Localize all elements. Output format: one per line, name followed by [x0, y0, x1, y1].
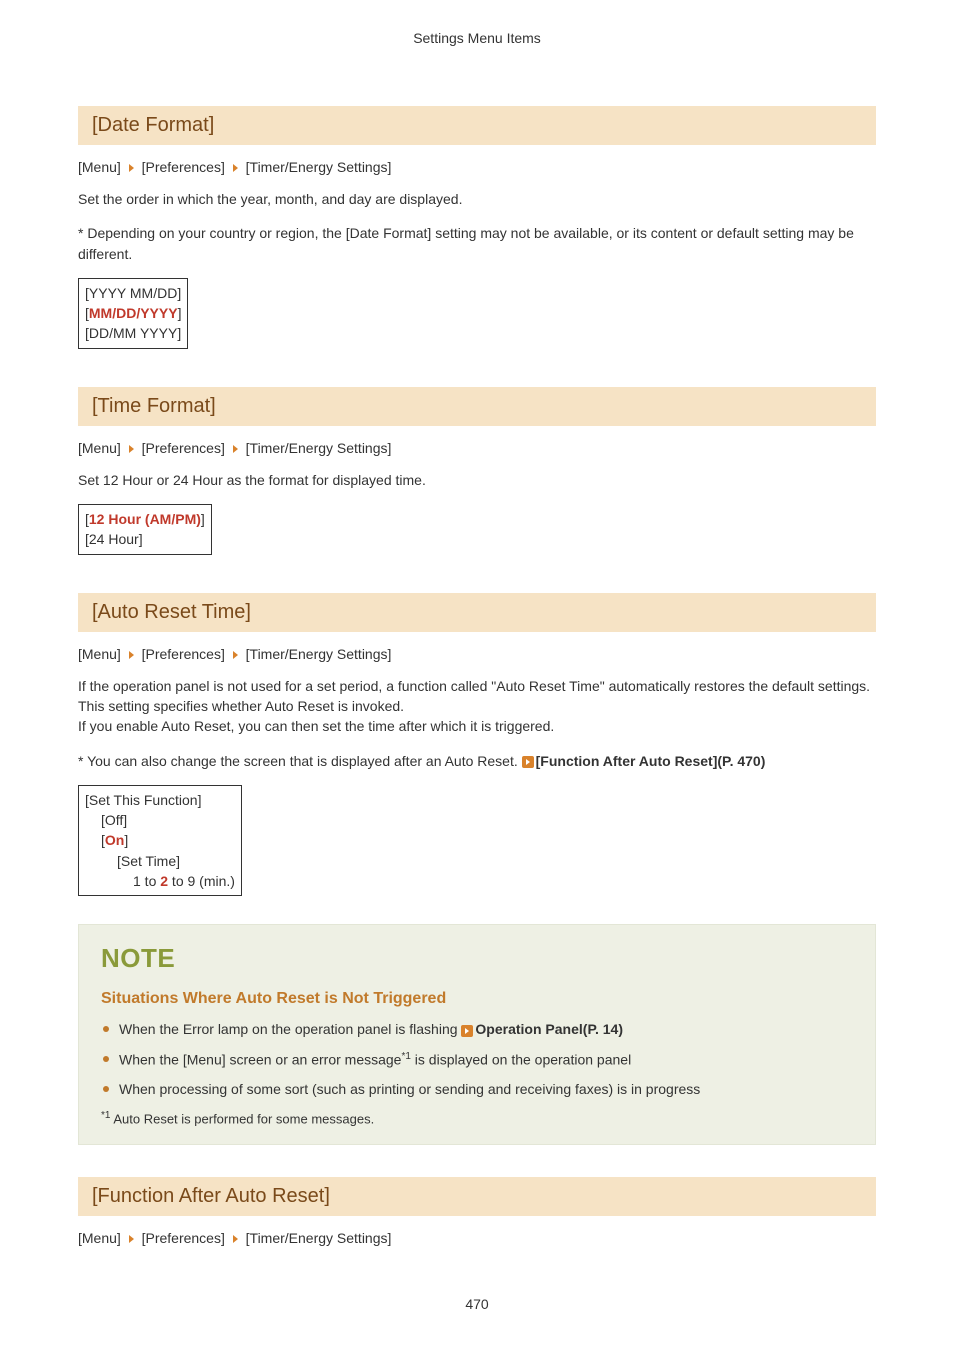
- option: [24 Hour]: [85, 529, 205, 549]
- chevron-right-icon: [129, 164, 134, 172]
- text: is displayed on the operation panel: [411, 1052, 631, 1068]
- heading-time-format: [Time Format]: [78, 387, 876, 426]
- bracket: ]: [124, 832, 128, 848]
- cross-reference-link[interactable]: [Function After Auto Reset](P. 470): [536, 753, 766, 769]
- breadcrumb-item: [Timer/Energy Settings]: [246, 646, 392, 662]
- paragraph: Set 12 Hour or 24 Hour as the format for…: [78, 470, 876, 490]
- breadcrumb: [Menu] [Preferences] [Timer/Energy Setti…: [78, 159, 876, 175]
- paragraph: * You can also change the screen that is…: [78, 751, 876, 771]
- option-group: [Set Time]: [85, 851, 235, 871]
- chevron-right-icon: [129, 1235, 134, 1243]
- section-auto-reset: [Auto Reset Time] [Menu] [Preferences] […: [78, 593, 876, 1145]
- section-time-format: [Time Format] [Menu] [Preferences] [Time…: [78, 387, 876, 583]
- section-date-format: [Date Format] [Menu] [Preferences] [Time…: [78, 106, 876, 377]
- chevron-right-icon: [233, 445, 238, 453]
- bullet-list: When the Error lamp on the operation pan…: [101, 1020, 853, 1099]
- note-subtitle: Situations Where Auto Reset is Not Trigg…: [101, 990, 853, 1008]
- footnote: *1 Auto Reset is performed for some mess…: [101, 1110, 853, 1126]
- text: If the operation panel is not used for a…: [78, 678, 870, 714]
- heading-function-after: [Function After Auto Reset]: [78, 1177, 876, 1216]
- heading-date-format: [Date Format]: [78, 106, 876, 145]
- default-value: MM/DD/YYYY: [89, 305, 178, 321]
- chevron-right-icon: [233, 1235, 238, 1243]
- text: * You can also change the screen that is…: [78, 753, 522, 769]
- breadcrumb-item: [Timer/Energy Settings]: [246, 440, 392, 456]
- text: to 9 (min.): [168, 873, 235, 889]
- option-range: 1 to 2 to 9 (min.): [85, 871, 235, 891]
- default-value: On: [105, 832, 124, 848]
- chevron-right-icon: [233, 651, 238, 659]
- cross-reference-link[interactable]: Operation Panel(P. 14): [475, 1021, 623, 1037]
- link-icon: [522, 756, 534, 768]
- note-title: NOTE: [101, 943, 853, 974]
- chevron-right-icon: [129, 651, 134, 659]
- link-icon: [461, 1025, 473, 1037]
- breadcrumb: [Menu] [Preferences] [Timer/Energy Setti…: [78, 440, 876, 456]
- breadcrumb-item: [Timer/Energy Settings]: [246, 159, 392, 175]
- list-item: When the [Menu] screen or an error messa…: [101, 1050, 853, 1070]
- page-number: 470: [78, 1296, 876, 1312]
- breadcrumb-item: [Menu]: [78, 646, 121, 662]
- chevron-right-icon: [233, 164, 238, 172]
- option: [Off]: [85, 810, 235, 830]
- breadcrumb-item: [Preferences]: [142, 159, 225, 175]
- text: When the [Menu] screen or an error messa…: [119, 1052, 401, 1068]
- paragraph: If the operation panel is not used for a…: [78, 676, 876, 737]
- section-function-after: [Function After Auto Reset] [Menu] [Pref…: [78, 1177, 876, 1246]
- paragraph: Set the order in which the year, month, …: [78, 189, 876, 209]
- page-header: Settings Menu Items: [78, 30, 876, 46]
- text: If you enable Auto Reset, you can then s…: [78, 718, 554, 734]
- note-box: NOTE Situations Where Auto Reset is Not …: [78, 924, 876, 1145]
- default-value: 2: [160, 873, 168, 889]
- heading-auto-reset: [Auto Reset Time]: [78, 593, 876, 632]
- chevron-right-icon: [129, 445, 134, 453]
- breadcrumb: [Menu] [Preferences] [Timer/Energy Setti…: [78, 646, 876, 662]
- text: Auto Reset is performed for some message…: [110, 1111, 374, 1126]
- option: [DD/MM YYYY]: [85, 323, 181, 343]
- list-item: When the Error lamp on the operation pan…: [101, 1020, 853, 1040]
- option: [YYYY MM/DD]: [85, 283, 181, 303]
- breadcrumb-item: [Preferences]: [142, 1230, 225, 1246]
- option-default: [On]: [85, 830, 235, 850]
- options-box: [12 Hour (AM/PM)] [24 Hour]: [78, 504, 212, 555]
- option-default: [MM/DD/YYYY]: [85, 303, 181, 323]
- option-group: [Set This Function]: [85, 790, 235, 810]
- superscript: *1: [401, 1051, 410, 1062]
- options-box: [Set This Function] [Off] [On] [Set Time…: [78, 785, 242, 896]
- breadcrumb-item: [Menu]: [78, 1230, 121, 1246]
- paragraph: * Depending on your country or region, t…: [78, 223, 876, 264]
- breadcrumb-item: [Preferences]: [142, 646, 225, 662]
- breadcrumb-item: [Menu]: [78, 440, 121, 456]
- default-value: 12 Hour (AM/PM): [89, 511, 201, 527]
- breadcrumb-item: [Preferences]: [142, 440, 225, 456]
- list-item: When processing of some sort (such as pr…: [101, 1080, 853, 1100]
- text: When the Error lamp on the operation pan…: [119, 1021, 461, 1037]
- text: 1 to: [133, 873, 160, 889]
- breadcrumb-item: [Menu]: [78, 159, 121, 175]
- options-box: [YYYY MM/DD] [MM/DD/YYYY] [DD/MM YYYY]: [78, 278, 188, 349]
- breadcrumb: [Menu] [Preferences] [Timer/Energy Setti…: [78, 1230, 876, 1246]
- bracket: ]: [201, 511, 205, 527]
- bracket: ]: [178, 305, 182, 321]
- option-default: [12 Hour (AM/PM)]: [85, 509, 205, 529]
- breadcrumb-item: [Timer/Energy Settings]: [246, 1230, 392, 1246]
